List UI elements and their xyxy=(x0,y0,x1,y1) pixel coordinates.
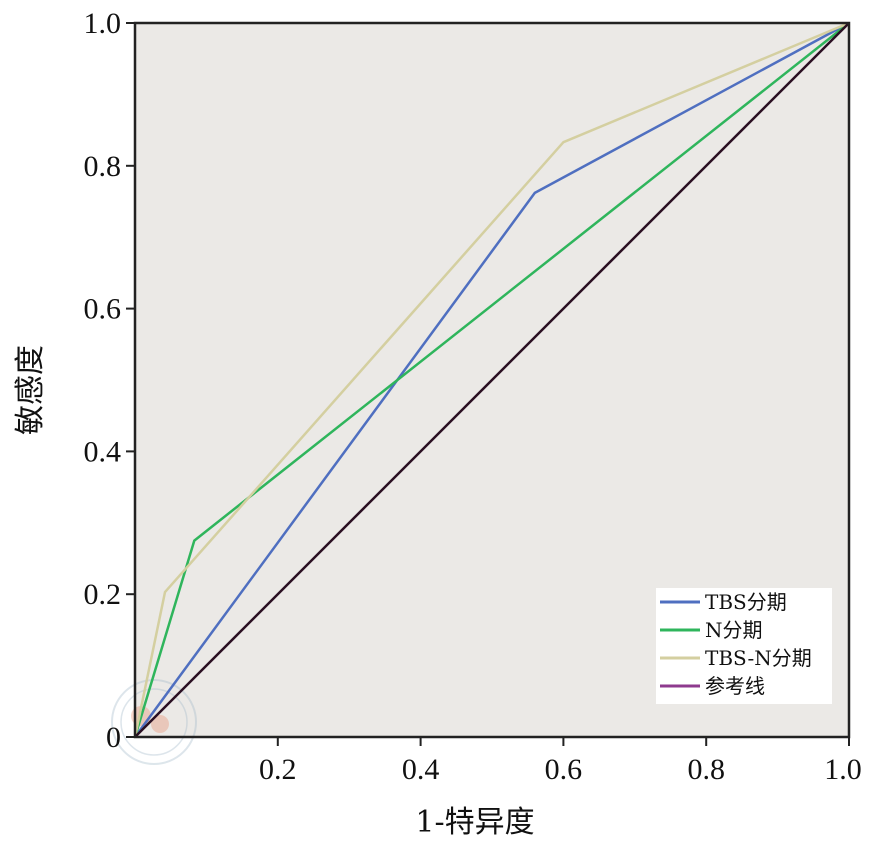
x-tick-label: 0.8 xyxy=(687,753,725,786)
x-axis-label: 1-特异度 xyxy=(415,805,534,840)
y-tick-label: 0.6 xyxy=(84,293,122,326)
legend-label: N分期 xyxy=(705,618,763,642)
legend-label: 参考线 xyxy=(705,674,765,698)
x-tick-label: 0.4 xyxy=(402,753,440,786)
y-tick-label: 0.8 xyxy=(84,150,122,183)
y-axis-label: 敏感度 xyxy=(13,345,48,435)
series-line-3 xyxy=(134,22,850,738)
series-line-2 xyxy=(133,21,850,738)
series-line-0 xyxy=(133,21,850,738)
x-tick-label: 0.6 xyxy=(545,753,583,786)
x-tick-label: 1.0 xyxy=(824,753,862,786)
x-axis: 0.2 0.4 0.6 0.8 1.0 xyxy=(259,737,862,786)
y-tick-label: 1.0 xyxy=(84,7,122,40)
plot-frame xyxy=(133,21,851,739)
legend-label: TBS分期 xyxy=(705,590,787,614)
legend-label: TBS-N分期 xyxy=(705,646,812,670)
series-line-1 xyxy=(133,22,850,738)
y-tick-label: 0.2 xyxy=(84,578,122,611)
x-tick-label: 0.2 xyxy=(259,753,297,786)
y-tick-label: 0 xyxy=(106,721,121,754)
y-axis: 0 0.2 0.4 0.6 0.8 1.0 xyxy=(84,7,135,754)
y-tick-label: 0.4 xyxy=(84,435,122,468)
series-layer xyxy=(133,21,850,738)
